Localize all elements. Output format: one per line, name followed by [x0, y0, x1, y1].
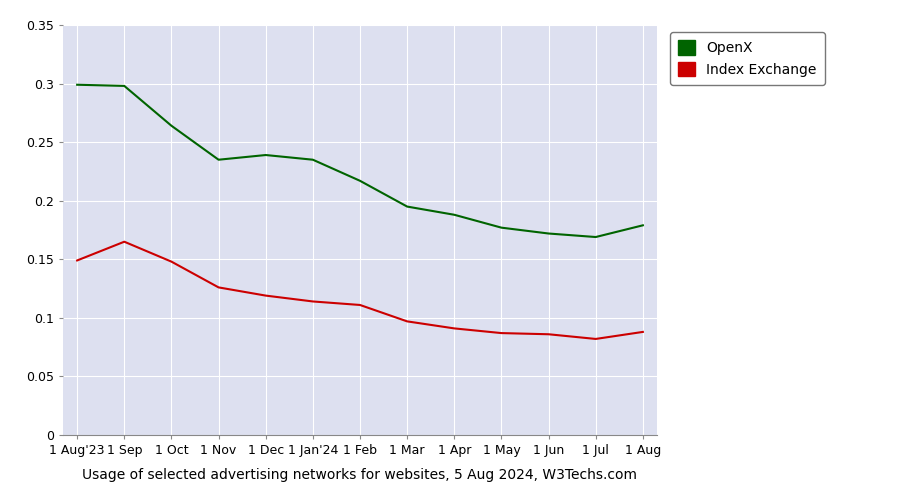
X-axis label: Usage of selected advertising networks for websites, 5 Aug 2024, W3Techs.com: Usage of selected advertising networks f…: [83, 468, 637, 482]
Legend: OpenX, Index Exchange: OpenX, Index Exchange: [670, 32, 824, 85]
